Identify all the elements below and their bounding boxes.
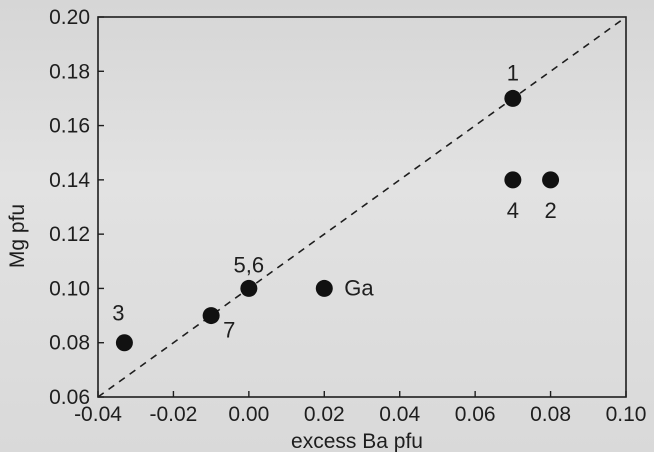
x-axis: -0.04 -0.02 0.00 0.02 0.04 0.06 0.08 0.10 bbox=[74, 391, 646, 426]
point-label: 2 bbox=[544, 198, 556, 223]
point-label: 4 bbox=[507, 198, 519, 223]
x-tick-label: 0.08 bbox=[530, 403, 571, 426]
x-tick-label: 0.00 bbox=[228, 403, 269, 426]
y-tick-label: 0.08 bbox=[49, 332, 90, 355]
data-point bbox=[115, 334, 133, 352]
y-tick-label: 0.20 bbox=[49, 6, 90, 29]
point-label: Ga bbox=[344, 275, 374, 300]
y-tick-label: 0.18 bbox=[49, 60, 90, 83]
data-point bbox=[504, 89, 522, 107]
plot-frame bbox=[97, 16, 627, 398]
x-tick-label: 0.10 bbox=[606, 403, 647, 426]
data-point bbox=[542, 171, 560, 189]
x-tick-label: 0.06 bbox=[455, 403, 496, 426]
y-axis: 0.06 0.08 0.10 0.12 0.14 0.16 0.18 0.20 bbox=[49, 6, 104, 409]
y-tick-label: 0.12 bbox=[49, 223, 90, 246]
reference-line-layer bbox=[97, 16, 627, 398]
x-axis-label: excess Ba pfu bbox=[291, 430, 423, 452]
y-tick-label: 0.14 bbox=[49, 169, 90, 192]
x-tick-label: -0.02 bbox=[149, 403, 197, 426]
plot-area bbox=[97, 16, 627, 398]
point-label: 3 bbox=[112, 301, 124, 326]
point-label: 7 bbox=[223, 318, 235, 343]
data-point bbox=[315, 279, 333, 297]
point-label: 1 bbox=[507, 60, 519, 85]
data-point bbox=[240, 279, 258, 297]
y-tick-label: 0.16 bbox=[49, 115, 90, 138]
reference-line bbox=[97, 16, 627, 398]
data-point bbox=[202, 307, 220, 325]
point-label: 5,6 bbox=[234, 252, 265, 277]
x-tick-label: 0.02 bbox=[304, 403, 345, 426]
y-tick-label: 0.06 bbox=[49, 386, 90, 409]
x-tick-label: 0.04 bbox=[379, 403, 420, 426]
y-tick-label: 0.10 bbox=[49, 277, 90, 300]
y-axis-label: Mg pfu bbox=[6, 204, 29, 268]
x-tick-label: -0.04 bbox=[74, 403, 122, 426]
data-point bbox=[504, 171, 522, 189]
points-layer: 1 4 2 5,6 Ga 7 3 bbox=[112, 60, 560, 352]
